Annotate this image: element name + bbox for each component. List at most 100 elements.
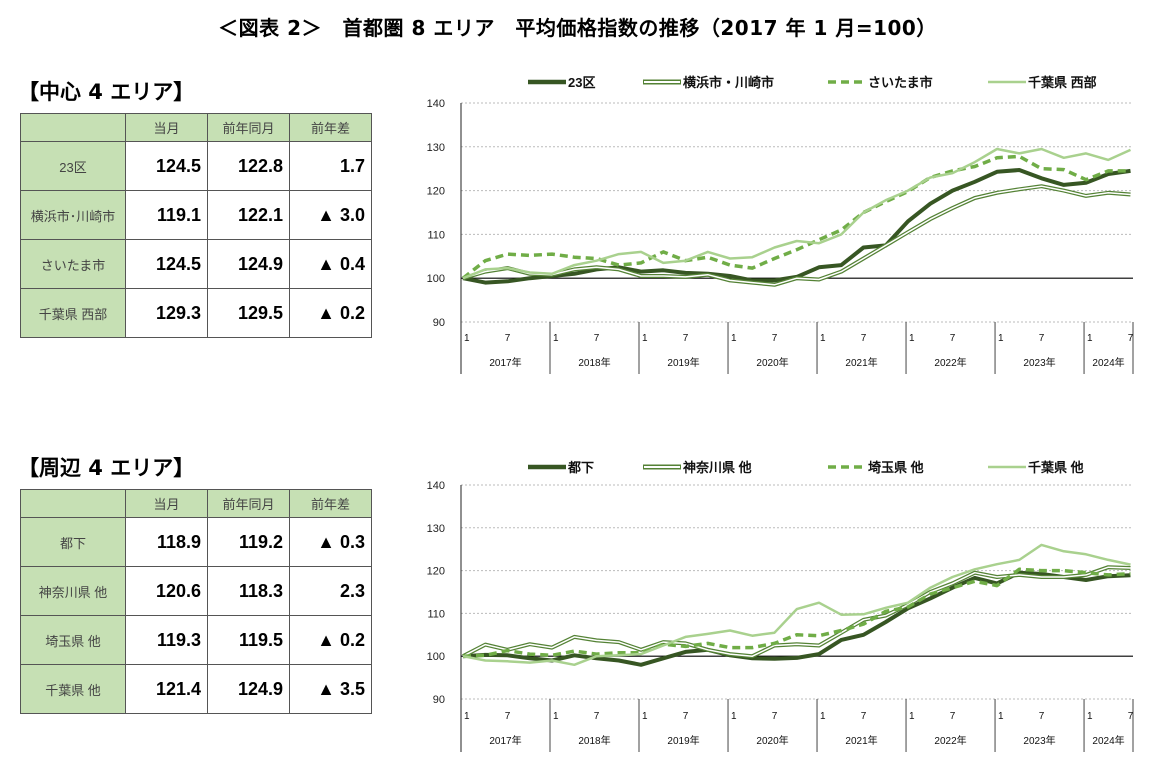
current-value: 121.4: [125, 664, 208, 714]
current-value: 129.3: [125, 288, 208, 338]
current-value: 124.5: [125, 141, 208, 191]
header-cell: 前年差: [289, 113, 372, 142]
surrounding-areas-table: 当月 前年同月 前年差 都下 118.9 119.2 ▲ 0.3 神奈川県 他 120.…: [20, 489, 372, 714]
legend-label: 23区: [568, 75, 595, 90]
diff-value: ▲ 0.4: [289, 239, 372, 289]
x-tick-label: 7: [861, 333, 867, 344]
prev-year-value: 122.8: [207, 141, 290, 191]
table-header-row: 当月 前年同月 前年差: [20, 489, 372, 518]
x-tick-label: 1: [642, 333, 648, 344]
prev-year-value: 124.9: [207, 239, 290, 289]
x-tick-label: 7: [683, 333, 689, 344]
header-cell: 前年同月: [207, 489, 290, 518]
prev-year-value: 118.3: [207, 566, 290, 616]
year-label: 2017年: [489, 734, 521, 747]
x-tick-label: 7: [772, 333, 778, 344]
y-tick-label: 140: [427, 98, 445, 110]
header-cell: 前年差: [289, 489, 372, 518]
legend-label: 都下: [567, 460, 594, 475]
x-tick-label: 7: [861, 711, 867, 722]
year-label: 2024年: [1092, 356, 1124, 369]
series-line-4: [462, 147, 1132, 280]
y-tick-label: 120: [427, 566, 445, 578]
y-tick-label: 130: [427, 523, 445, 535]
current-value: 119.3: [125, 615, 208, 665]
year-label: 2019年: [667, 734, 699, 747]
table-row: さいたま市 124.5 124.9 ▲ 0.4: [20, 239, 372, 289]
figure-title: ＜図表 2＞ 首都圏 8 エリア 平均価格指数の推移（2017 年 1 月=10…: [218, 16, 937, 40]
area-name: 埼玉県 他: [20, 615, 126, 665]
year-label: 2020年: [756, 356, 788, 369]
x-tick-label: 7: [950, 333, 956, 344]
x-tick-label: 1: [820, 711, 826, 722]
y-tick-label: 110: [427, 229, 445, 241]
table-row: 千葉県 西部 129.3 129.5 ▲ 0.2: [20, 288, 372, 338]
y-tick-label: 120: [427, 186, 445, 198]
year-label: 2023年: [1023, 734, 1055, 747]
area-name: 都下: [20, 517, 126, 567]
x-tick-label: 1: [1087, 333, 1093, 344]
series-line-3: [461, 154, 1131, 280]
series-line-1: [462, 570, 1131, 667]
x-tick-label: 1: [820, 333, 826, 344]
series-line-4: [462, 543, 1131, 667]
x-tick-label: 7: [594, 333, 600, 344]
section-heading-surrounding: 【周辺 4 エリア】: [18, 456, 195, 480]
diff-value: ▲ 0.3: [289, 517, 372, 567]
x-tick-label: 1: [909, 711, 915, 722]
legend-label: 千葉県 他: [1028, 460, 1084, 475]
diff-value: 2.3: [289, 566, 372, 616]
current-value: 124.5: [125, 239, 208, 289]
diff-value: ▲ 3.0: [289, 190, 372, 240]
diff-value: ▲ 0.2: [289, 615, 372, 665]
year-label: 2020年: [756, 734, 788, 747]
prev-year-value: 124.9: [207, 664, 290, 714]
legend-label: 横浜市・川崎市: [683, 75, 774, 90]
area-name: 23区: [20, 141, 126, 191]
y-tick-label: 140: [427, 480, 445, 492]
section-heading-center: 【中心 4 エリア】: [18, 80, 195, 104]
header-cell: [20, 113, 126, 142]
x-tick-label: 7: [1128, 333, 1134, 344]
x-tick-label: 1: [464, 711, 470, 722]
y-tick-label: 100: [427, 651, 445, 663]
x-tick-label: 7: [950, 711, 956, 722]
table-header-row: 当月 前年同月 前年差: [20, 113, 372, 142]
x-tick-label: 7: [1039, 711, 1045, 722]
table-row: 埼玉県 他 119.3 119.5 ▲ 0.2: [20, 615, 372, 665]
legend-label: 神奈川県 他: [683, 460, 752, 475]
y-tick-label: 90: [433, 694, 445, 706]
x-tick-label: 7: [594, 711, 600, 722]
table-row: 都下 118.9 119.2 ▲ 0.3: [20, 517, 372, 567]
area-name: 横浜市･川崎市: [20, 190, 126, 240]
x-tick-label: 7: [1128, 711, 1134, 722]
year-label: 2024年: [1092, 734, 1124, 747]
table-row: 横浜市･川崎市 119.1 122.1 ▲ 3.0: [20, 190, 372, 240]
series-line-2-inner: [462, 566, 1131, 657]
series-line-2-inner: [462, 185, 1131, 286]
area-name: 千葉県 他: [20, 664, 126, 714]
year-label: 2021年: [845, 734, 877, 747]
x-tick-label: 1: [553, 333, 559, 344]
center-areas-table: 当月 前年同月 前年差 23区 124.5 122.8 1.7 横浜市･川崎市 119.…: [20, 113, 372, 338]
x-tick-label: 1: [731, 711, 737, 722]
prev-year-value: 122.1: [207, 190, 290, 240]
diff-value: 1.7: [289, 141, 372, 191]
legend-label: 埼玉県 他: [868, 460, 924, 475]
table-row: 23区 124.5 122.8 1.7: [20, 141, 372, 191]
x-tick-label: 7: [505, 711, 511, 722]
diff-value: ▲ 3.5: [289, 664, 372, 714]
year-label: 2018年: [578, 356, 610, 369]
y-tick-label: 110: [427, 608, 445, 620]
header-cell: 当月: [125, 489, 208, 518]
year-label: 2018年: [578, 734, 610, 747]
year-label: 2021年: [845, 356, 877, 369]
x-tick-label: 7: [505, 333, 511, 344]
legend-label: さいたま市: [868, 75, 933, 90]
prev-year-value: 129.5: [207, 288, 290, 338]
diff-value: ▲ 0.2: [289, 288, 372, 338]
year-label: 2019年: [667, 356, 699, 369]
y-tick-label: 90: [433, 317, 445, 329]
header-cell: [20, 489, 126, 518]
area-name: さいたま市: [20, 239, 126, 289]
